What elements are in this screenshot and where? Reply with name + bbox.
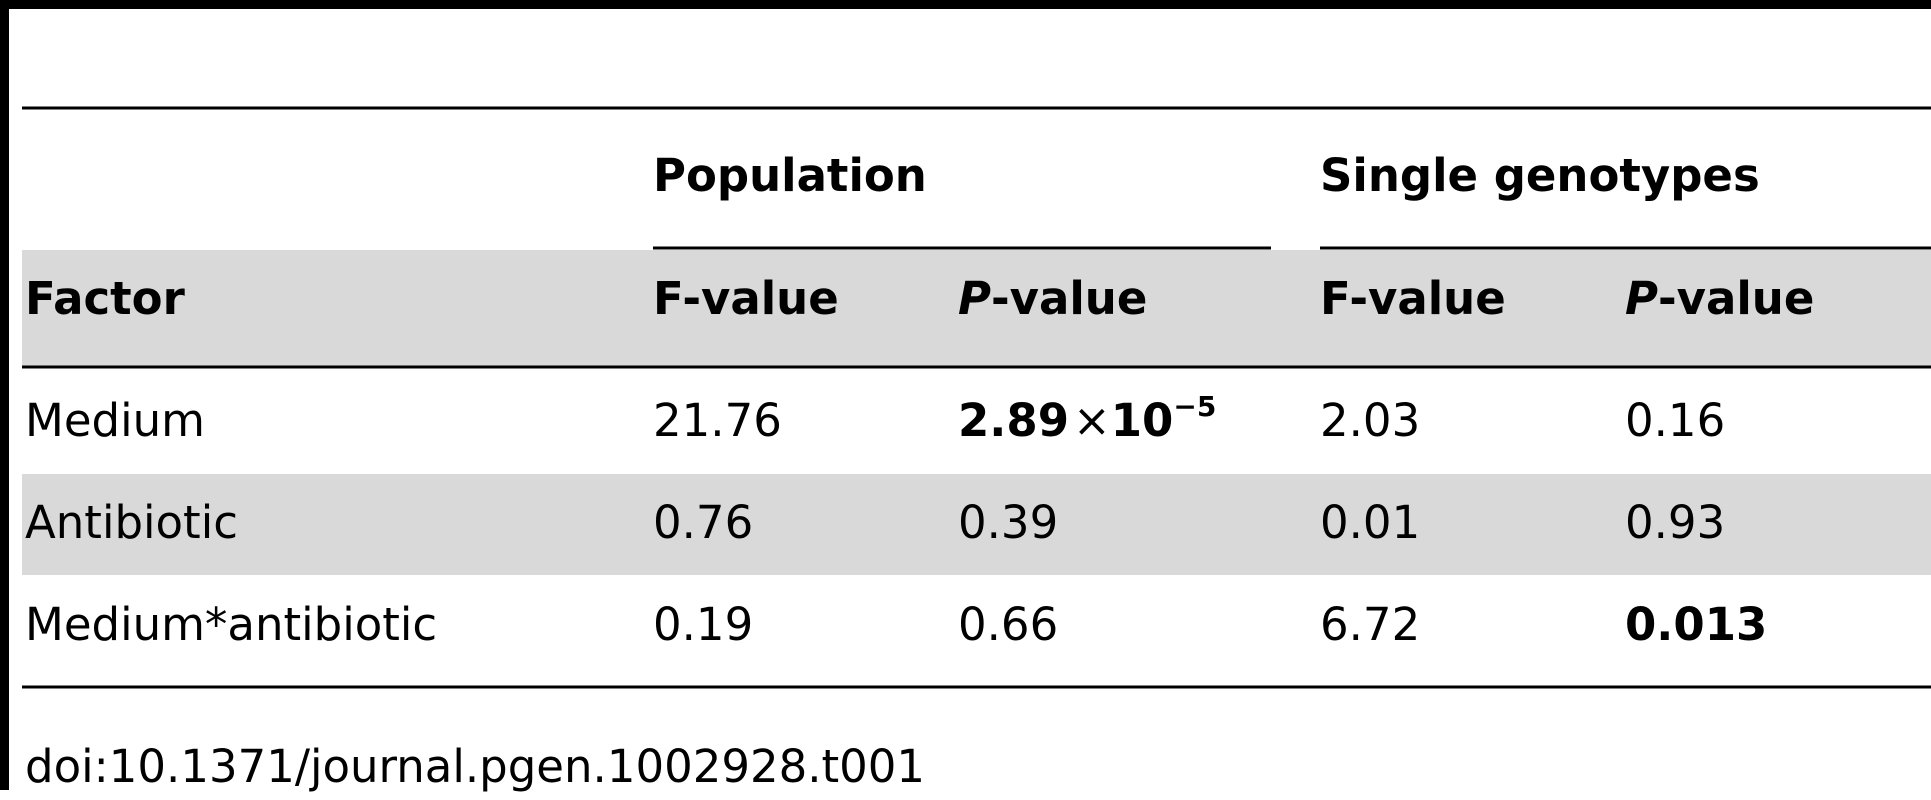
cell-text: Medium*antibiotic (25, 598, 437, 651)
times: × (1073, 394, 1111, 447)
cell-text: 2.03 (1320, 394, 1420, 447)
header-text: F-value (653, 272, 839, 325)
cell-text: 0.66 (958, 598, 1058, 651)
italic-letter: P (958, 272, 991, 325)
mantissa: 2.89 (958, 394, 1069, 447)
group-header: Population (653, 149, 927, 202)
top-rule (0, 0, 1931, 9)
italic-letter: P (1625, 272, 1658, 325)
row-shade (22, 474, 1931, 575)
cell-text: 0.16 (1625, 394, 1725, 447)
base: 10 (1111, 394, 1174, 447)
header-text: F-value (1320, 272, 1506, 325)
cell-text: 6.72 (1320, 598, 1420, 651)
header-text: -value (991, 272, 1147, 325)
cell-text: Antibiotic (25, 496, 238, 549)
cell: 0.66 (958, 598, 1058, 651)
cell: Medium (25, 394, 205, 447)
cell-text: 0.01 (1320, 496, 1420, 549)
header-text: -value (1658, 272, 1814, 325)
column-header: P-value (1625, 272, 1814, 325)
doi: doi:10.1371/journal.pgen.1002928.t001 (25, 740, 925, 793)
cell-text: 21.76 (653, 394, 782, 447)
cell: 0.93 (1625, 496, 1725, 549)
cell: 6.72 (1320, 598, 1420, 651)
cell: 21.76 (653, 394, 782, 447)
cell-text: 0.19 (653, 598, 753, 651)
cell: 2.03 (1320, 394, 1420, 447)
cell-text: 0.93 (1625, 496, 1725, 549)
cell: 0.01 (1320, 496, 1420, 549)
exponent: −5 (1173, 390, 1216, 423)
cell-text: 0.76 (653, 496, 753, 549)
cell: 0.39 (958, 496, 1058, 549)
left-bar (0, 0, 9, 790)
column-header: Factor (25, 272, 186, 325)
cell-text: Medium (25, 394, 205, 447)
cell-text: 0.013 (1625, 598, 1767, 651)
cell: 0.76 (653, 496, 753, 549)
cell: 2.89×10−5 (958, 390, 1216, 447)
header-text: Factor (25, 272, 186, 325)
column-header: F-value (653, 272, 839, 325)
cell: 0.013 (1625, 598, 1767, 651)
cell: 0.16 (1625, 394, 1725, 447)
cell: Medium*antibiotic (25, 598, 437, 651)
column-header: P-value (958, 272, 1147, 325)
cell: Antibiotic (25, 496, 238, 549)
cell: 0.19 (653, 598, 753, 651)
group-header: Single genotypes (1320, 149, 1760, 202)
header-shade (22, 250, 1931, 367)
cell-text: 0.39 (958, 496, 1058, 549)
column-header: F-value (1320, 272, 1506, 325)
